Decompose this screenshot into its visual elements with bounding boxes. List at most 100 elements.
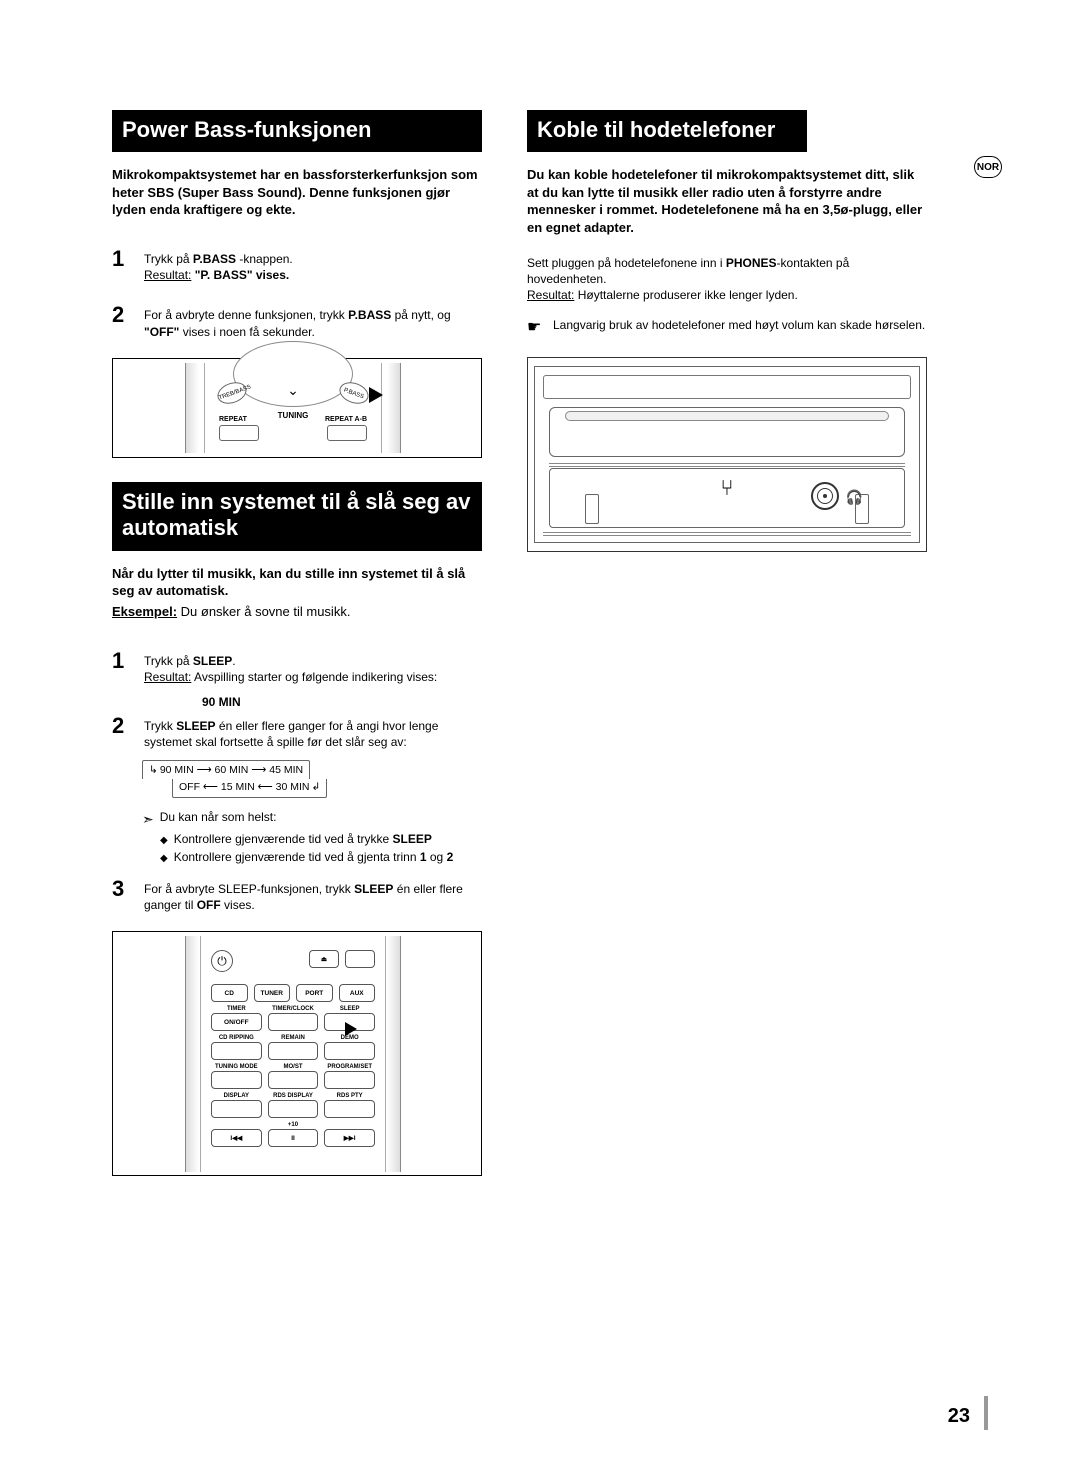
intro-power-bass: Mikrokompaktsystemet har en bassforsterk… bbox=[112, 166, 482, 219]
text: -knappen. bbox=[236, 252, 293, 266]
plus10-label: +10 bbox=[268, 1122, 319, 1128]
step-body: For å avbryte denne funksjonen, trykk P.… bbox=[144, 304, 482, 339]
demo-button bbox=[324, 1042, 375, 1060]
timerclock-button bbox=[268, 1013, 319, 1031]
result-text: Avspilling starter og følgende indikerin… bbox=[191, 670, 437, 684]
sleep-callout-arrow-icon bbox=[345, 1022, 357, 1036]
text: Sett pluggen på hodetelefonene inn i bbox=[527, 256, 726, 270]
timer-label: TIMER bbox=[211, 1006, 262, 1012]
bullet-icon: ◆ bbox=[160, 830, 168, 848]
down-arrow-icon: ⌄ bbox=[287, 382, 299, 399]
divider bbox=[112, 639, 482, 640]
language-badge: NOR bbox=[974, 156, 1002, 178]
page-content: Power Bass-funksjonen Mikrokompaktsystem… bbox=[0, 0, 1080, 1240]
port-button: PORT bbox=[296, 984, 333, 1002]
figure-remote-pbass: ⌄ TREB/BASS P.BASS TUNING REPEAT REPEAT … bbox=[112, 358, 482, 458]
figure-device-front: ⑂ 🎧 bbox=[527, 357, 927, 552]
step-number: 1 bbox=[112, 650, 134, 685]
header-power-bass: Power Bass-funksjonen bbox=[112, 110, 482, 152]
step-2: 2 For å avbryte denne funksjonen, trykk … bbox=[112, 304, 482, 339]
callout-arrow-icon bbox=[369, 387, 383, 403]
tuningmode-label: TUNING MODE bbox=[211, 1064, 262, 1070]
headphones-icon: 🎧 bbox=[846, 489, 863, 506]
step-number: 2 bbox=[112, 715, 134, 750]
rdsdisplay-label: RDS DISPLAY bbox=[268, 1093, 319, 1099]
header-headphones: Koble til hodetelefoner bbox=[527, 110, 807, 152]
bullet-icon: ◆ bbox=[160, 848, 168, 866]
pause-button: II bbox=[268, 1129, 319, 1147]
cdripping-button bbox=[211, 1042, 262, 1060]
remain-label: REMAIN bbox=[268, 1035, 319, 1041]
repeat-ab-button bbox=[327, 425, 367, 441]
note-bullet-2: Kontrollere gjenværende tid ved å gjenta… bbox=[174, 848, 454, 866]
sleep-step-1: 1 Trykk på SLEEP. Resultat: Avspilling s… bbox=[112, 650, 482, 685]
result-label: Resultat: bbox=[527, 288, 574, 302]
text: Trykk på bbox=[144, 252, 193, 266]
text-bold: "OFF" bbox=[144, 325, 179, 339]
most-label: MO/ST bbox=[268, 1064, 319, 1070]
step-body: Trykk på SLEEP. Resultat: Avspilling sta… bbox=[144, 650, 482, 685]
left-column: Power Bass-funksjonen Mikrokompaktsystem… bbox=[112, 110, 482, 1200]
text-bold: SLEEP bbox=[193, 654, 232, 668]
rdsdisplay-button bbox=[268, 1100, 319, 1118]
step-number: 1 bbox=[112, 248, 134, 283]
result-label: Resultat: bbox=[144, 670, 191, 684]
warning-text: Langvarig bruk av hodetelefoner med høyt… bbox=[553, 317, 925, 339]
headphones-warning: ☛ Langvarig bruk av hodetelefoner med hø… bbox=[527, 317, 927, 339]
timerclock-label: TIMER/CLOCK bbox=[268, 1006, 319, 1012]
tuning-label: TUNING bbox=[278, 411, 309, 420]
programset-button bbox=[324, 1071, 375, 1089]
step-1: 1 Trykk på P.BASS -knappen. Resultat: "P… bbox=[112, 248, 482, 283]
text-bold: PHONES bbox=[726, 256, 777, 270]
example-label: Eksempel: bbox=[112, 604, 177, 619]
page-number-bar bbox=[984, 1396, 988, 1430]
intro-sleep-example: Eksempel: Du ønsker å sovne til musikk. bbox=[112, 604, 482, 619]
intro-sleep-bold: Når du lytter til musikk, kan du stille … bbox=[112, 565, 482, 600]
step-number: 2 bbox=[112, 304, 134, 339]
text: . bbox=[232, 654, 235, 668]
text: vises. bbox=[221, 898, 255, 912]
text-bold: SLEEP bbox=[176, 719, 215, 733]
hand-pointer-icon: ☛ bbox=[527, 317, 545, 339]
text-bold: P.BASS bbox=[348, 308, 391, 322]
eject-button: ⏏ bbox=[309, 950, 339, 968]
blank-button bbox=[345, 950, 375, 968]
text: For å avbryte denne funksjonen, trykk bbox=[144, 308, 348, 322]
power-icon: ⏻ bbox=[211, 950, 233, 972]
repeat-label: REPEAT bbox=[219, 416, 247, 423]
prev-button: I◀◀ bbox=[211, 1129, 262, 1147]
sleep-label: SLEEP bbox=[324, 1006, 375, 1012]
result-text: "P. BASS" vises. bbox=[191, 268, 289, 282]
display-label: DISPLAY bbox=[211, 1093, 262, 1099]
rdspty-button bbox=[324, 1100, 375, 1118]
sleep-step-3: 3 For å avbryte SLEEP-funksjonen, trykk … bbox=[112, 878, 482, 913]
text-bold: OFF bbox=[197, 898, 221, 912]
text: Trykk bbox=[144, 719, 176, 733]
display-90min: 90 MIN bbox=[202, 695, 482, 709]
result-text: Høyttalerne produserer ikke lenger lyden… bbox=[574, 288, 797, 302]
intro-headphones: Du kan koble hodetelefoner til mikrokomp… bbox=[527, 166, 927, 236]
cycle-bottom: OFF ⟵ 15 MIN ⟵ 30 MIN bbox=[179, 781, 309, 793]
tuner-button: TUNER bbox=[254, 984, 291, 1002]
page-number: 23 bbox=[948, 1405, 970, 1428]
sleep-step-2: 2 Trykk SLEEP én eller flere ganger for … bbox=[112, 715, 482, 750]
note-bullet-1: Kontrollere gjenværende tid ved å trykke… bbox=[174, 830, 432, 848]
text: på nytt, og bbox=[391, 308, 450, 322]
text-bold: P.BASS bbox=[193, 252, 236, 266]
rdspty-label: RDS PTY bbox=[324, 1093, 375, 1099]
phones-jack bbox=[811, 482, 839, 510]
step-body: Trykk SLEEP én eller flere ganger for å … bbox=[144, 715, 482, 750]
result-label: Resultat: bbox=[144, 268, 191, 282]
programset-label: PROGRAM/SET bbox=[324, 1064, 375, 1070]
right-column: Koble til hodetelefoner Du kan koble hod… bbox=[527, 110, 927, 1200]
sleep-cycle-diagram: ↳90 MIN ⟶ 60 MIN ⟶ 45 MIN OFF ⟵ 15 MIN ⟵… bbox=[142, 760, 482, 798]
display-button bbox=[211, 1100, 262, 1118]
aux-button: AUX bbox=[339, 984, 376, 1002]
onoff-button: ON/OFF bbox=[211, 1013, 262, 1031]
text: vises i noen få sekunder. bbox=[179, 325, 314, 339]
note-title: Du kan når som helst: bbox=[160, 808, 277, 830]
headphones-instruction: Sett pluggen på hodetelefonene inn i PHO… bbox=[527, 255, 927, 304]
divider bbox=[112, 293, 482, 294]
header-sleep: Stille inn systemet til å slå seg av aut… bbox=[112, 482, 482, 551]
step-body: For å avbryte SLEEP-funksjonen, trykk SL… bbox=[144, 878, 482, 913]
